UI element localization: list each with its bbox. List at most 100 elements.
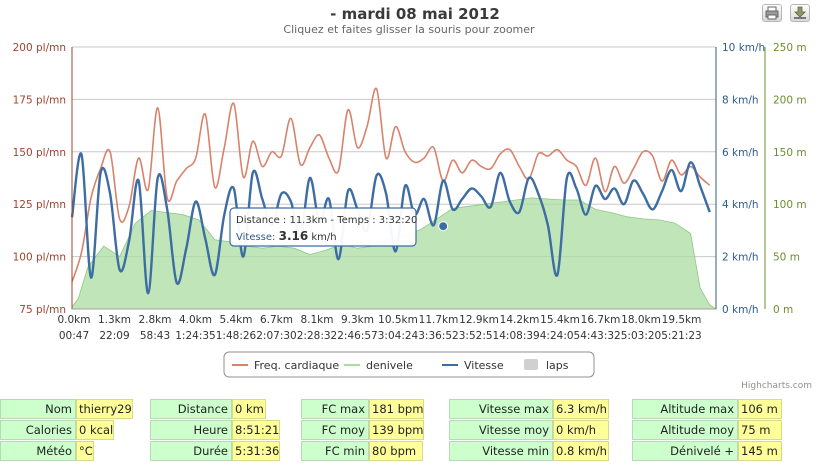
series-freq-cardiaque-line <box>71 87 711 283</box>
legend-box <box>223 351 595 378</box>
x-tick-label-time: 00:47 <box>59 330 89 342</box>
x-tick-label-time: 1:24:35 <box>175 330 215 342</box>
y-tick-label-speed: 2 km/h <box>722 252 759 264</box>
stat-value: 5:31:36 <box>232 441 281 461</box>
stats-column: Altitude max 106 m Altitude moy 75 m Dénivel… <box>632 399 782 462</box>
legend-item-denivele[interactable]: denivele <box>344 359 413 372</box>
stat-value: 80 bpm <box>369 441 423 461</box>
x-tick-label-distance: 6.7km <box>260 314 293 326</box>
tooltip-line1: Distance : 11.3km - Temps : 3:32:20 <box>236 215 417 226</box>
download-icon <box>794 6 806 19</box>
stat-value: 75 m <box>738 420 782 440</box>
tooltip-line2: Vitesse: 3.16 km/h <box>236 229 337 243</box>
x-tick-label-time: 22:09 <box>99 330 129 342</box>
x-tick-label-time: 3:52:51 <box>459 330 499 342</box>
tooltip-value: 3.16 <box>279 229 309 243</box>
x-tick-label-time: 58:43 <box>140 330 170 342</box>
print-button[interactable] <box>762 4 782 22</box>
y-tick-label-hr: 150 pl/mn <box>13 147 66 159</box>
stat-row: Calories 0 kcal <box>0 420 133 440</box>
stat-row: Nom thierry29 <box>0 399 133 419</box>
x-tick-label-distance: 9.3km <box>341 314 374 326</box>
y-tick-label-hr: 100 pl/mn <box>13 252 66 264</box>
chart-subtitle: Cliquez et faites glisser la souris pour… <box>283 23 535 36</box>
stats-panel: Nom thierry29 Calories 0 kcal Météo °C Distanc… <box>0 399 831 461</box>
stat-row: Dénivelé +145 m <box>632 441 782 461</box>
stat-value: 0 kcal <box>76 420 115 440</box>
stats-column: Distance 0 km Heure 8:51:21 Durée 5:31:36 <box>150 399 281 462</box>
stats-column: Nom thierry29 Calories 0 kcal Météo °C <box>0 399 133 462</box>
export-button[interactable] <box>790 4 810 22</box>
stat-value: 0 km <box>232 399 266 419</box>
stat-label: FC max <box>301 399 369 419</box>
x-tick-label-time: 2:07:30 <box>256 330 296 342</box>
stat-label: Heure <box>150 420 232 440</box>
x-tick-label-distance: 16.7km <box>581 314 621 326</box>
tooltip-point-marker <box>438 221 449 232</box>
stat-value: 181 bpm <box>369 399 425 419</box>
stat-label: Altitude max <box>632 399 738 419</box>
x-tick-label-distance: 15.4km <box>540 314 580 326</box>
legend-item-laps[interactable]: laps <box>524 359 569 372</box>
stat-row: Météo °C <box>0 441 133 461</box>
stat-label: Altitude moy <box>632 420 738 440</box>
y-tick-label-speed: 0 km/h <box>722 304 759 316</box>
y-tick-label-speed: 6 km/h <box>722 147 759 159</box>
legend[interactable]: Freq. cardiaque denivele Vitesse laps <box>223 351 595 378</box>
legend-label: denivele <box>366 359 413 372</box>
x-tick-label-distance: 0.0km <box>57 314 90 326</box>
stats-column: FC max 181 bpm FC moy 139 bpm FC min 80 bpm <box>301 399 425 462</box>
stat-label: Météo <box>0 441 76 461</box>
tooltip-series-name: Vitesse: <box>236 232 279 243</box>
credits-link[interactable]: Highcharts.com <box>741 381 812 391</box>
stat-label: FC min <box>301 441 369 461</box>
tooltip: Distance : 11.3km - Temps : 3:32:20 Vites… <box>229 207 449 247</box>
x-tick-label-distance: 5.4km <box>219 314 252 326</box>
stat-label: Dénivelé + <box>632 441 738 461</box>
x-tick-label-time: 1:48:26 <box>216 330 257 342</box>
x-tick-label-time: 2:46:57 <box>337 330 377 342</box>
y-tick-label-hr: 175 pl/mn <box>13 94 66 106</box>
stat-value: 8:51:21 <box>232 420 281 440</box>
x-tick-label-distance: 1.3km <box>98 314 131 326</box>
x-tick-label-time: 2:28:32 <box>297 330 337 342</box>
y-tick-label-elevation: 100 m <box>773 199 807 211</box>
stat-value: 6.3 km/h <box>553 399 609 419</box>
stat-value: 106 m <box>738 399 782 419</box>
y-tick-label-elevation: 250 m <box>773 42 807 54</box>
legend-label: Freq. cardiaque <box>254 359 339 372</box>
y-tick-label-elevation: 200 m <box>773 94 807 106</box>
stat-value: 145 m <box>738 441 782 461</box>
y-tick-label-elevation: 0 m <box>773 304 793 316</box>
x-tick-label-distance: 11.7km <box>419 314 459 326</box>
stat-row: FC max 181 bpm <box>301 399 425 419</box>
stat-label: Calories <box>0 420 76 440</box>
axes-layer <box>71 47 766 310</box>
y-tick-label-speed: 4 km/h <box>722 199 759 211</box>
x-tick-label-distance: 8.1km <box>300 314 333 326</box>
stat-row: Altitude moy 75 m <box>632 420 782 440</box>
legend-label: Vitesse <box>464 359 504 372</box>
stat-value: 139 bpm <box>369 420 425 440</box>
y-tick-label-hr: 125 pl/mn <box>13 199 66 211</box>
stat-label: Vitesse max <box>449 399 553 419</box>
stat-label: FC moy <box>301 420 369 440</box>
tooltip-box <box>229 207 417 247</box>
stat-row: Vitesse max 6.3 km/h <box>449 399 609 419</box>
x-tick-label-distance: 4.0km <box>179 314 212 326</box>
x-tick-label-distance: 14.2km <box>500 314 540 326</box>
series-lines-layer <box>70 87 711 295</box>
legend-item-vitesse[interactable]: Vitesse <box>442 359 504 372</box>
x-tick-label-distance: 10.5km <box>378 314 418 326</box>
stat-label: Nom <box>0 399 76 419</box>
legend-symbol-laps <box>524 359 538 370</box>
stat-row: Durée 5:31:36 <box>150 441 281 461</box>
chart[interactable]: - mardi 08 mai 2012 Cliquez et faites gl… <box>0 0 831 395</box>
stat-label: Distance <box>150 399 232 419</box>
x-tick-label-time: 4:08:39 <box>499 330 539 342</box>
stat-value: thierry29 <box>76 399 133 419</box>
legend-label: laps <box>546 359 569 372</box>
legend-item-freq-cardiaque[interactable]: Freq. cardiaque <box>232 359 339 372</box>
series-vitesse-line <box>70 152 711 295</box>
stat-row: Vitesse min 0.8 km/h <box>449 441 609 461</box>
